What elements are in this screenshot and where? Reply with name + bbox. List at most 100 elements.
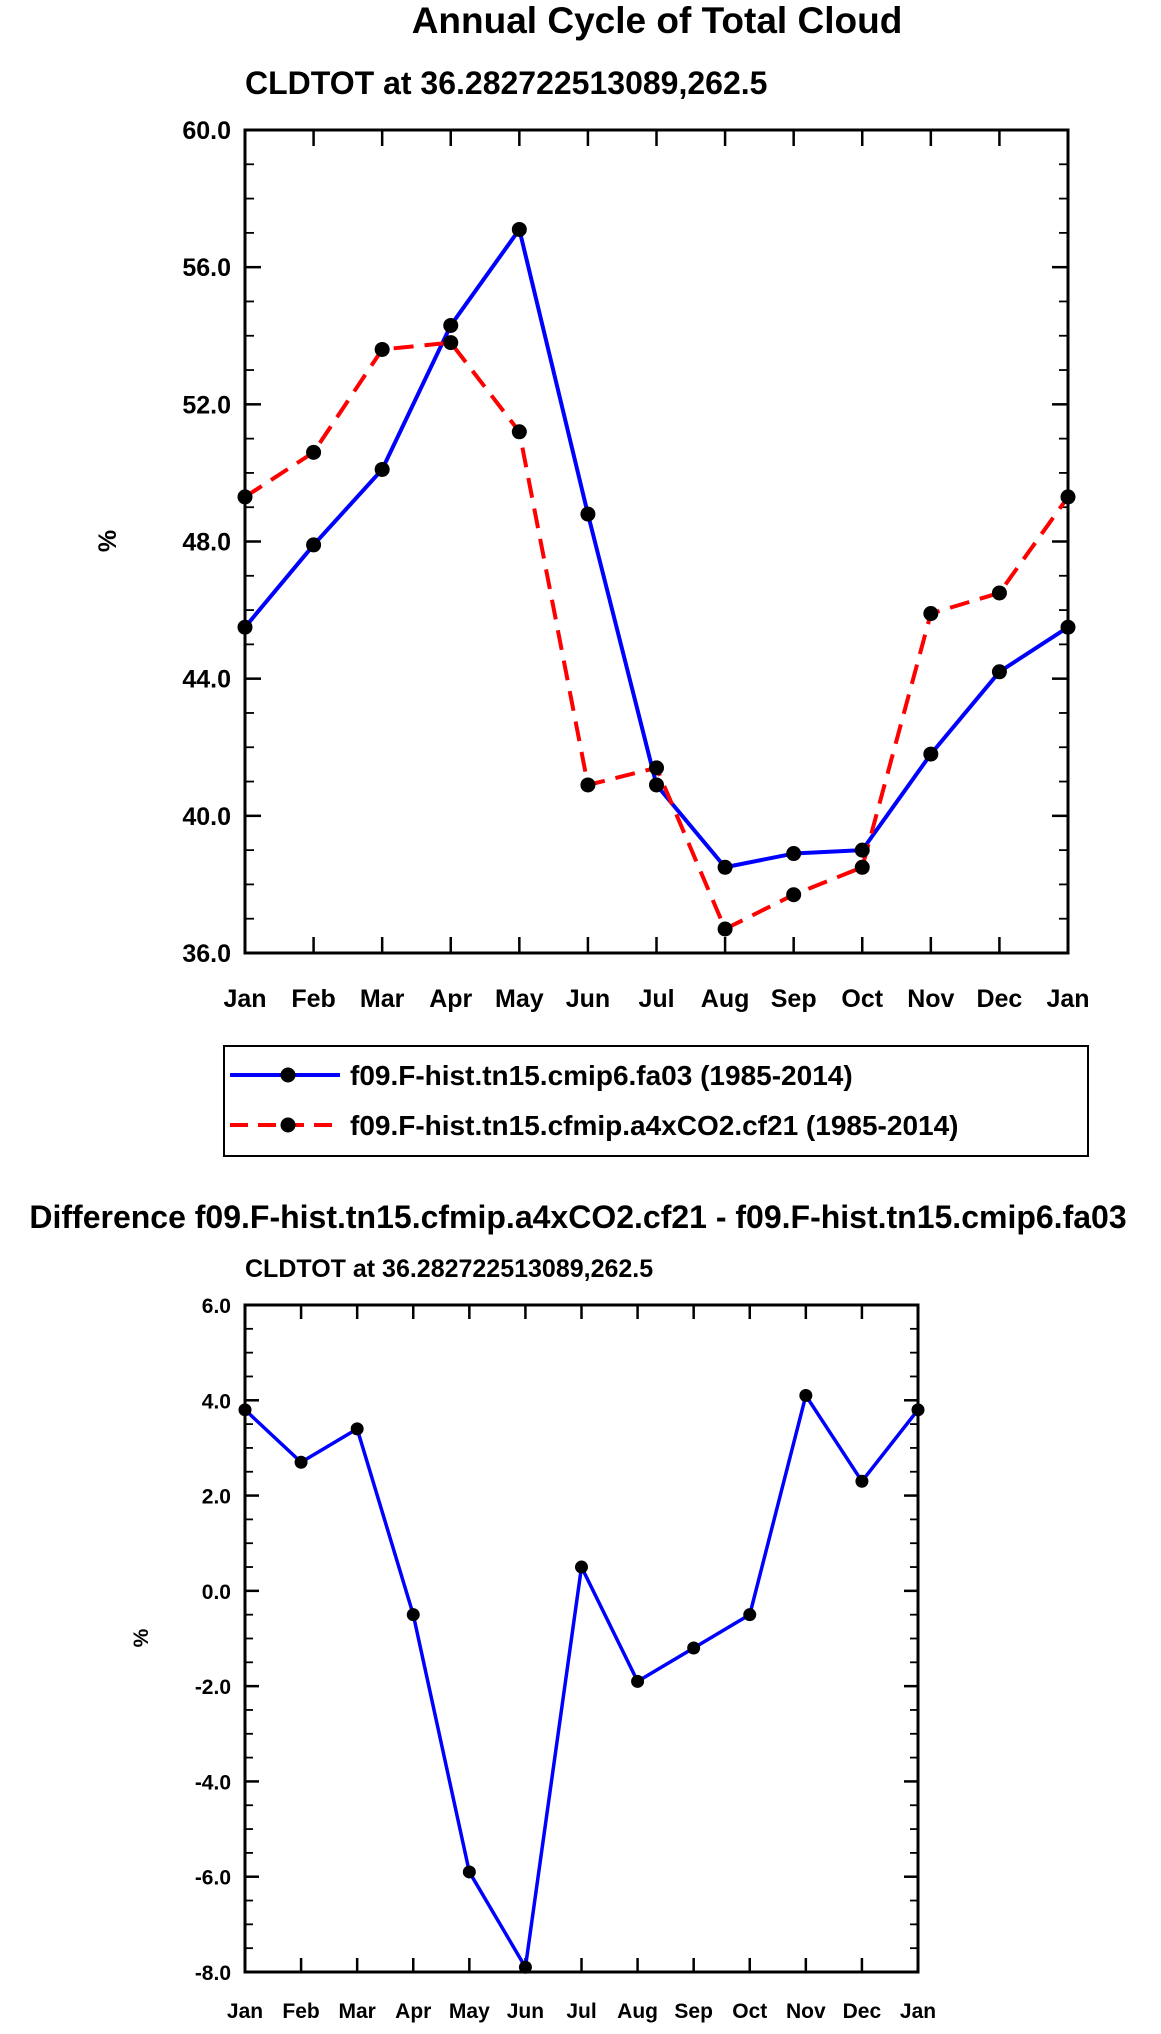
series-2-point bbox=[991, 585, 1007, 601]
y-tick-label: 6.0 bbox=[202, 1295, 231, 1318]
y-tick-label: 56.0 bbox=[182, 254, 231, 282]
chart2-ticks bbox=[243, 1303, 920, 1974]
chart1-plot-frame bbox=[243, 128, 1070, 955]
series-2-point bbox=[923, 606, 939, 622]
series-1-point bbox=[991, 664, 1007, 680]
y-tick-label: 4.0 bbox=[202, 1390, 231, 1413]
x-tick-label: Apr bbox=[395, 2000, 431, 2023]
y-tick-label: 44.0 bbox=[182, 666, 231, 694]
series-1-point bbox=[575, 1560, 588, 1574]
chart2-series-points bbox=[238, 1389, 925, 1974]
series-2-point bbox=[649, 760, 664, 776]
series-1-point bbox=[580, 506, 596, 522]
x-tick-label: May bbox=[449, 2000, 490, 2023]
x-tick-label: Jan bbox=[1046, 985, 1089, 1013]
x-tick-label: Mar bbox=[360, 985, 405, 1013]
chart1-series-lines bbox=[243, 227, 1070, 931]
x-tick-label: Oct bbox=[841, 985, 883, 1013]
x-tick-label: Feb bbox=[291, 985, 335, 1013]
series-1-point bbox=[717, 859, 733, 875]
chart2-plot-frame bbox=[243, 1303, 920, 1974]
series-1-point bbox=[923, 746, 939, 762]
series-2-point bbox=[374, 341, 390, 357]
series-1-point bbox=[374, 461, 390, 477]
chart2-subtitle: CLDTOT at 36.282722513089,262.5 bbox=[245, 1255, 653, 1283]
x-tick-label: Feb bbox=[282, 2000, 319, 2023]
series-1-point bbox=[350, 1422, 364, 1436]
chart1-subtitle: CLDTOT at 36.282722513089,262.5 bbox=[245, 65, 767, 101]
y-tick-label: -8.0 bbox=[195, 1962, 231, 1985]
x-tick-label: Aug bbox=[617, 2000, 658, 2023]
series-2-point bbox=[1060, 489, 1076, 505]
x-tick-label: Jan bbox=[227, 2000, 263, 2023]
series-2-point bbox=[306, 444, 322, 460]
y-tick-label: -6.0 bbox=[195, 1867, 231, 1890]
legend-label-series1: f09.F-hist.tn15.cmip6.fa03 (1985-2014) bbox=[350, 1060, 853, 1091]
chart1-x-tick-labels: Jan Feb Mar Apr May Jun Jul Aug Sep Oct Nov Dec Jan bbox=[223, 985, 1089, 1013]
series-line-2 bbox=[243, 340, 1070, 931]
legend-box bbox=[223, 1045, 1089, 1157]
series-1-point bbox=[237, 619, 253, 635]
x-tick-label: Mar bbox=[338, 2000, 375, 2023]
series-1-point bbox=[294, 1455, 308, 1469]
x-tick-label: Aug bbox=[701, 985, 750, 1013]
series-1-point bbox=[511, 221, 527, 237]
chart1-series-points bbox=[237, 221, 1076, 937]
chart2-title: Difference f09.F-hist.tn15.cfmip.a4xCO2.… bbox=[29, 1199, 1126, 1235]
series-2-point bbox=[511, 424, 527, 440]
x-tick-label: Apr bbox=[429, 985, 472, 1013]
series-1-point bbox=[1060, 619, 1076, 635]
series-1-point bbox=[687, 1641, 701, 1655]
x-tick-label: Jul bbox=[566, 2000, 596, 2023]
series-1-point bbox=[443, 317, 459, 333]
y-tick-label: 40.0 bbox=[182, 803, 231, 831]
y-tick-label: 36.0 bbox=[182, 940, 231, 968]
x-tick-label: Jun bbox=[507, 2000, 544, 2023]
chart1-y-tick-labels: 36.0 40.0 44.0 48.0 52.0 56.0 60.0 bbox=[182, 117, 231, 968]
y-tick-label: -4.0 bbox=[195, 1771, 231, 1794]
chart2-x-tick-labels: Jan Feb Mar Apr May Jun Jul Aug Sep Oct Nov Dec Jan bbox=[227, 2000, 936, 2023]
x-tick-label: Nov bbox=[786, 2000, 826, 2023]
chart2-series-lines bbox=[243, 1393, 920, 1969]
x-tick-label: Jun bbox=[566, 985, 610, 1013]
x-tick-label: Jan bbox=[900, 2000, 936, 2023]
series-1-point bbox=[518, 1960, 532, 1974]
x-tick-label: Oct bbox=[732, 2000, 767, 2023]
x-tick-label: Nov bbox=[907, 985, 954, 1013]
chart-difference: Difference f09.F-hist.tn15.cfmip.a4xCO2.… bbox=[29, 1199, 1126, 2023]
y-tick-label: 48.0 bbox=[182, 529, 231, 557]
chart1-ticks bbox=[243, 128, 1070, 955]
series-2-point bbox=[786, 887, 802, 903]
x-tick-label: Jan bbox=[223, 985, 266, 1013]
y-tick-label: -2.0 bbox=[195, 1676, 231, 1699]
series-line-1 bbox=[243, 1393, 920, 1969]
legend-marker-series1 bbox=[280, 1067, 296, 1083]
series-1-point bbox=[743, 1608, 757, 1622]
chart1-title: Annual Cycle of Total Cloud bbox=[412, 0, 903, 41]
x-tick-label: Dec bbox=[843, 2000, 882, 2023]
chart-annual-cycle: Annual Cycle of Total Cloud CLDTOT at 36… bbox=[94, 0, 1090, 1157]
x-tick-label: May bbox=[495, 985, 544, 1013]
series-1-point bbox=[854, 842, 870, 858]
series-1-point bbox=[306, 537, 322, 553]
series-1-point bbox=[238, 1403, 252, 1417]
legend-label-series2: f09.F-hist.tn15.cfmip.a4xCO2.cf21 (1985-… bbox=[350, 1110, 958, 1141]
y-tick-label: 2.0 bbox=[202, 1486, 231, 1509]
y-tick-label: 0.0 bbox=[202, 1581, 231, 1604]
y-tick-label: 60.0 bbox=[182, 117, 231, 145]
series-1-point bbox=[911, 1403, 925, 1417]
series-1-point bbox=[631, 1674, 645, 1688]
series-2-point bbox=[237, 489, 253, 505]
x-tick-label: Jul bbox=[638, 985, 674, 1013]
series-1-point bbox=[799, 1389, 813, 1403]
chart2-y-tick-labels: -8.0 -6.0 -4.0 -2.0 0.0 2.0 4.0 6.0 bbox=[195, 1295, 231, 1985]
series-2-point bbox=[854, 859, 870, 875]
x-tick-label: Sep bbox=[771, 985, 817, 1013]
series-2-point bbox=[580, 777, 596, 793]
y-tick-label: 52.0 bbox=[182, 391, 231, 419]
chart2-y-axis-label: % bbox=[130, 1628, 153, 1647]
chart1-y-axis-label: % bbox=[94, 530, 122, 552]
series-1-point bbox=[786, 846, 802, 862]
x-tick-label: Dec bbox=[976, 985, 1022, 1013]
